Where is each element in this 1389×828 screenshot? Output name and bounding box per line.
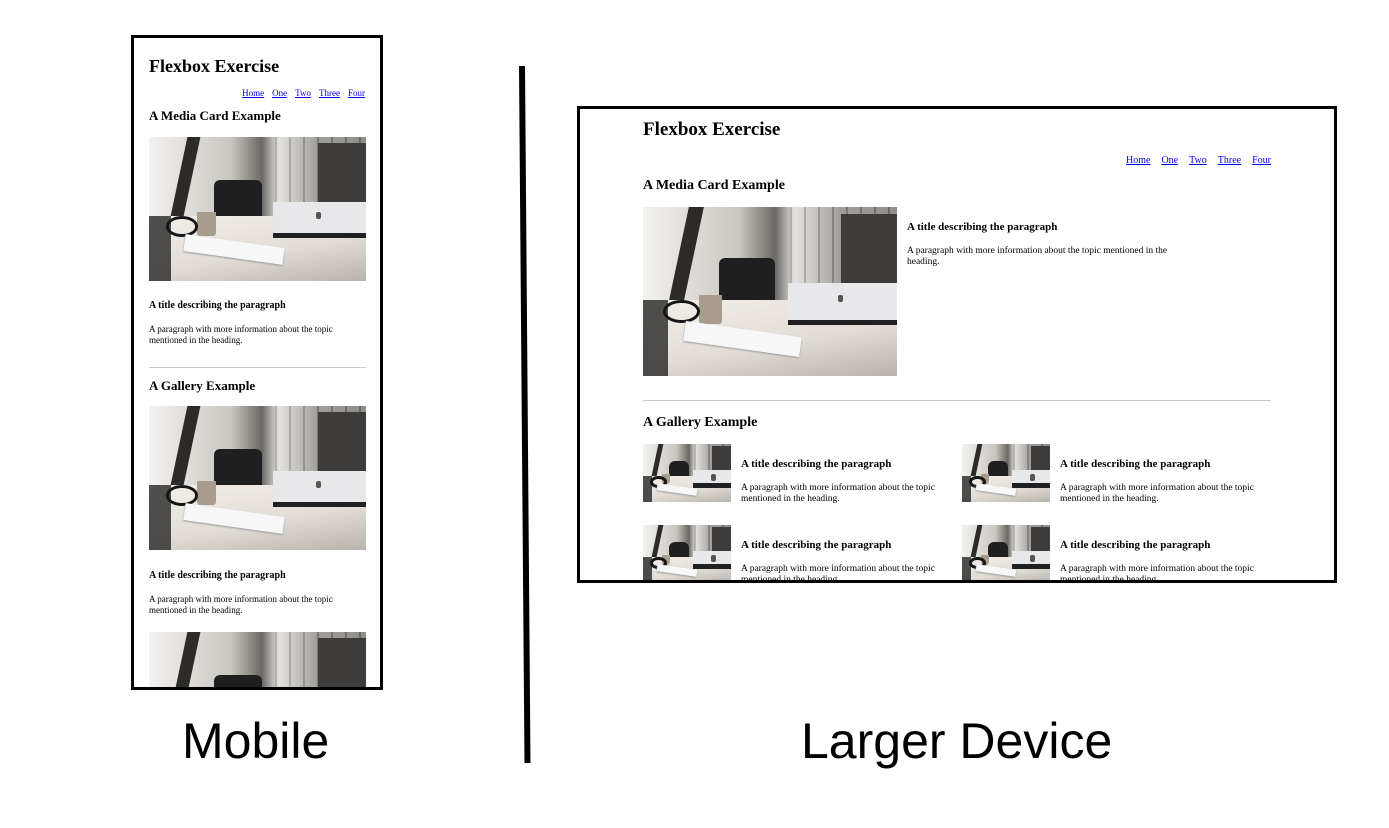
desktop-media-card-title: A title describing the paragraph — [907, 221, 1058, 233]
mobile-page-title: Flexbox Exercise — [149, 56, 280, 76]
mobile-gallery-photo-2 — [149, 632, 366, 687]
desktop-gallery-title-4: A title describing the paragraph — [1060, 539, 1211, 551]
desktop-gallery-title-3: A title describing the paragraph — [741, 539, 892, 551]
mobile-media-photo — [149, 137, 366, 281]
desktop-nav-two-link[interactable]: Two — [1189, 155, 1207, 166]
desktop-gallery-text-1: A paragraph with more information about … — [741, 483, 935, 504]
mobile-media-heading: A Media Card Example — [149, 108, 281, 123]
mobile-gallery-card-text: A paragraph with more information about … — [149, 594, 333, 615]
desktop-media-heading: A Media Card Example — [643, 178, 785, 193]
desktop-gallery-text-2: A paragraph with more information about … — [1060, 483, 1254, 504]
mobile-nav-home-link[interactable]: Home — [242, 88, 265, 98]
mobile-nav: Home One Two Three Four — [234, 88, 365, 98]
mobile-divider — [149, 367, 366, 368]
mobile-gallery-card-title: A title describing the paragraph — [149, 570, 286, 581]
desktop-gallery-thumb-4 — [962, 525, 1050, 580]
mobile-nav-two-link[interactable]: Two — [295, 88, 311, 98]
mobile-caption: Mobile — [182, 713, 330, 769]
mobile-media-card-title: A title describing the paragraph — [149, 300, 286, 311]
mobile-preview-frame: Flexbox Exercise Home One Two Three Four A M… — [131, 35, 383, 690]
desktop-divider — [643, 400, 1271, 401]
desktop-page-title: Flexbox Exercise — [643, 119, 781, 140]
mobile-gallery-heading: A Gallery Example — [149, 378, 256, 393]
mobile-nav-three-link[interactable]: Three — [319, 88, 340, 98]
desktop-gallery-thumb-1 — [643, 444, 731, 502]
desktop-nav-four-link[interactable]: Four — [1252, 155, 1271, 166]
desktop-gallery-text-4: A paragraph with more information about … — [1060, 564, 1254, 583]
desktop-gallery-title-2: A title describing the paragraph — [1060, 458, 1211, 470]
mobile-nav-one-link[interactable]: One — [272, 88, 288, 98]
desktop-gallery-text-3: A paragraph with more information about … — [741, 564, 935, 583]
desktop-media-card-text: A paragraph with more information about … — [907, 246, 1168, 267]
desktop-nav-home-link[interactable]: Home — [1126, 155, 1151, 166]
mobile-media-card-text: A paragraph with more information about … — [149, 324, 333, 345]
desktop-gallery-heading: A Gallery Example — [643, 415, 758, 430]
larger-device-caption: Larger Device — [801, 713, 1113, 769]
desktop-gallery-title-1: A title describing the paragraph — [741, 458, 892, 470]
desktop-nav-one-link[interactable]: One — [1161, 155, 1179, 166]
desktop-nav: Home One Two Three Four — [1115, 155, 1271, 166]
desktop-preview-frame: Flexbox Exercise Home One Two Three Four A M… — [577, 106, 1337, 583]
mobile-gallery-photo-1 — [149, 406, 366, 550]
desktop-gallery-thumb-3 — [643, 525, 731, 580]
vertical-separator — [519, 65, 531, 764]
desktop-media-photo — [643, 207, 897, 376]
desktop-nav-three-link[interactable]: Three — [1217, 155, 1242, 166]
mobile-nav-four-link[interactable]: Four — [347, 88, 365, 98]
desktop-gallery-thumb-2 — [962, 444, 1050, 502]
